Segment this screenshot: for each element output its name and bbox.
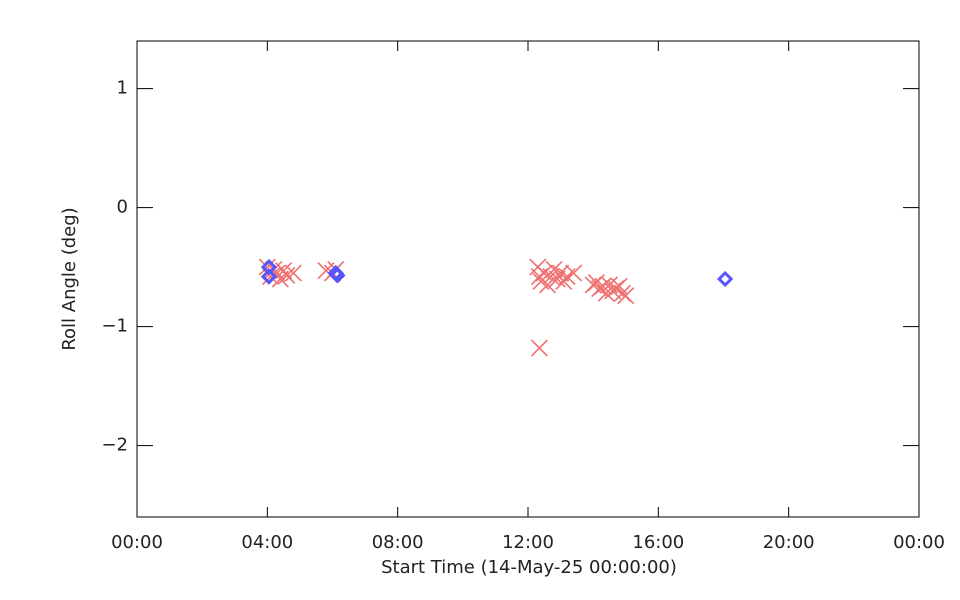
point: [565, 264, 583, 282]
plot-frame: [136, 40, 920, 518]
point: [548, 270, 566, 288]
y-tick-label: 0: [117, 197, 128, 218]
y-tick-label: −2: [101, 435, 128, 456]
y-tick-label: −1: [101, 316, 128, 337]
point: [275, 262, 293, 280]
x-tick-label: 04:00: [241, 532, 293, 553]
x-tick-label: 20:00: [763, 532, 815, 553]
x-tick-label: 16:00: [632, 532, 684, 553]
point: [530, 339, 548, 357]
y-axis-label: Roll Angle (deg): [59, 207, 80, 350]
point: [329, 267, 346, 284]
y-tick-label: 1: [117, 78, 128, 99]
x-tick-label: 12:00: [502, 532, 554, 553]
point: [278, 266, 296, 284]
x-tick-label: 00:00: [111, 532, 163, 553]
point: [555, 272, 573, 290]
x-axis-label: Start Time (14-May-25 00:00:00): [381, 557, 677, 578]
point: [617, 287, 635, 305]
point: [260, 268, 278, 285]
x-tick-label: 00:00: [893, 532, 945, 553]
point: [260, 258, 278, 276]
point: [284, 264, 302, 282]
point: [717, 270, 734, 288]
x-tick-label: 08:00: [372, 532, 424, 553]
